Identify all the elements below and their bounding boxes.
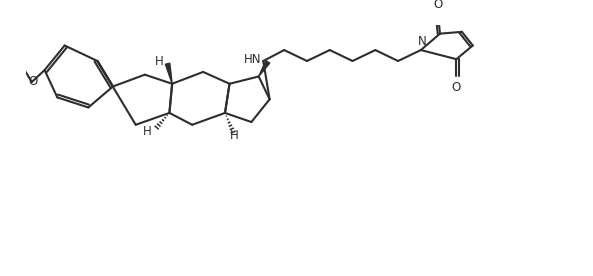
Text: H: H (229, 129, 238, 142)
Text: O: O (452, 81, 461, 94)
Text: H: H (155, 55, 164, 68)
Text: HN: HN (244, 53, 261, 66)
Text: O: O (433, 0, 443, 11)
Text: N: N (417, 35, 426, 48)
Polygon shape (165, 63, 172, 84)
Text: O: O (28, 75, 37, 88)
Polygon shape (259, 61, 270, 76)
Text: H: H (143, 125, 152, 138)
